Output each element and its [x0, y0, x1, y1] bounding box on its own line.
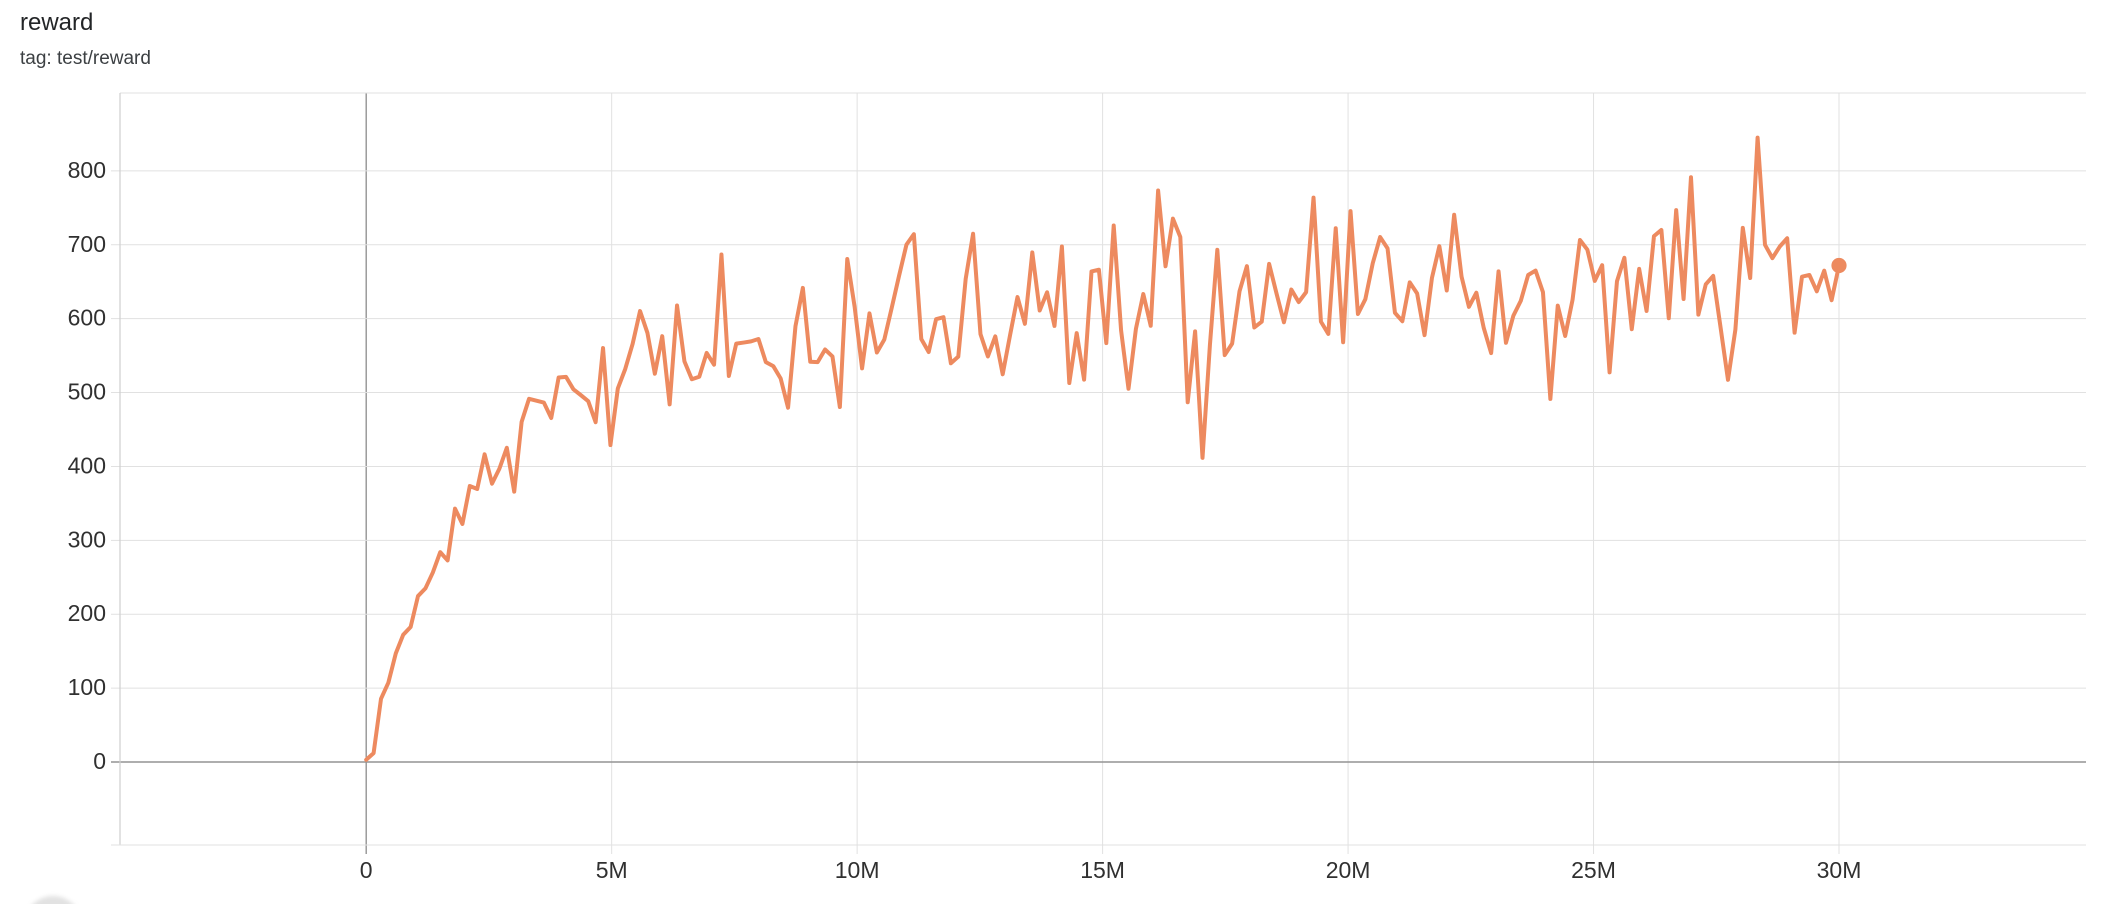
svg-text:15M: 15M [1080, 857, 1125, 883]
svg-text:0: 0 [93, 748, 106, 774]
svg-text:25M: 25M [1571, 857, 1616, 883]
svg-text:500: 500 [68, 379, 106, 405]
svg-text:800: 800 [68, 157, 106, 183]
svg-text:10M: 10M [835, 857, 880, 883]
svg-text:300: 300 [68, 526, 106, 552]
svg-text:700: 700 [68, 231, 106, 257]
svg-text:600: 600 [68, 305, 106, 331]
svg-text:200: 200 [68, 600, 106, 626]
svg-text:100: 100 [68, 674, 106, 700]
svg-text:0: 0 [360, 857, 373, 883]
svg-text:400: 400 [68, 452, 106, 478]
svg-text:20M: 20M [1326, 857, 1371, 883]
svg-text:30M: 30M [1817, 857, 1862, 883]
svg-text:5M: 5M [596, 857, 628, 883]
